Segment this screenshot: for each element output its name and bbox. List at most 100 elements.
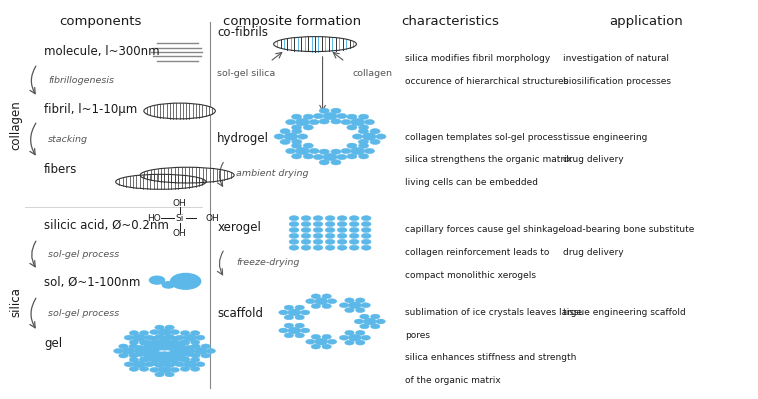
Circle shape — [196, 362, 205, 367]
Circle shape — [143, 344, 156, 351]
Circle shape — [161, 345, 171, 350]
Circle shape — [303, 125, 313, 130]
Circle shape — [149, 361, 158, 366]
Circle shape — [354, 319, 364, 324]
Circle shape — [180, 356, 190, 361]
Circle shape — [175, 362, 185, 367]
Text: freeze-drying: freeze-drying — [236, 258, 299, 267]
Circle shape — [185, 352, 194, 357]
Circle shape — [274, 134, 284, 139]
Circle shape — [180, 331, 190, 336]
Circle shape — [145, 335, 154, 340]
Circle shape — [180, 357, 190, 362]
Text: Si: Si — [175, 214, 183, 223]
Circle shape — [362, 245, 371, 250]
Circle shape — [139, 331, 149, 336]
Circle shape — [119, 353, 128, 358]
Circle shape — [145, 362, 154, 367]
Circle shape — [161, 361, 171, 366]
Circle shape — [313, 221, 323, 227]
Circle shape — [158, 361, 168, 366]
Circle shape — [303, 154, 313, 159]
Text: tissue engineering scaffold: tissue engineering scaffold — [563, 308, 686, 317]
Circle shape — [345, 308, 354, 312]
Circle shape — [292, 125, 302, 130]
Circle shape — [288, 309, 301, 316]
Circle shape — [359, 114, 368, 119]
Text: composite formation: composite formation — [224, 15, 362, 28]
Circle shape — [119, 344, 128, 349]
Circle shape — [305, 339, 315, 344]
Circle shape — [371, 314, 380, 319]
Circle shape — [301, 215, 311, 221]
Circle shape — [347, 154, 357, 159]
Circle shape — [139, 350, 149, 355]
Circle shape — [340, 303, 349, 308]
Circle shape — [300, 310, 310, 315]
Circle shape — [359, 125, 368, 130]
Text: fibers: fibers — [44, 164, 77, 176]
Circle shape — [356, 340, 365, 345]
Circle shape — [164, 356, 173, 361]
Circle shape — [134, 348, 143, 354]
Circle shape — [305, 299, 315, 304]
Circle shape — [360, 324, 369, 329]
Text: investigation of natural: investigation of natural — [563, 54, 669, 63]
Circle shape — [143, 356, 153, 361]
Circle shape — [284, 305, 293, 310]
Text: fibrillogenesis: fibrillogenesis — [48, 76, 114, 85]
Circle shape — [190, 357, 200, 362]
Circle shape — [162, 282, 174, 288]
Circle shape — [322, 344, 331, 349]
Circle shape — [173, 351, 186, 358]
Text: living cells can be embedded: living cells can be embedded — [406, 178, 538, 187]
Text: occurence of hierarchical structures: occurence of hierarchical structures — [406, 77, 568, 86]
Circle shape — [323, 153, 337, 161]
Text: load-bearing bone substitute: load-bearing bone substitute — [563, 225, 695, 234]
Circle shape — [325, 239, 335, 244]
Circle shape — [331, 119, 341, 124]
Circle shape — [280, 128, 290, 134]
Circle shape — [296, 147, 309, 155]
Circle shape — [124, 335, 133, 340]
Circle shape — [300, 328, 310, 333]
Circle shape — [180, 341, 190, 346]
Circle shape — [124, 362, 133, 367]
Circle shape — [191, 344, 200, 349]
Circle shape — [359, 154, 368, 159]
Circle shape — [150, 356, 159, 361]
Circle shape — [331, 160, 341, 165]
Circle shape — [360, 314, 369, 319]
Circle shape — [341, 148, 351, 154]
Circle shape — [347, 114, 357, 119]
Circle shape — [161, 352, 171, 357]
Circle shape — [345, 340, 354, 345]
Circle shape — [337, 245, 347, 250]
Circle shape — [280, 139, 290, 144]
Circle shape — [313, 233, 323, 239]
Circle shape — [311, 334, 321, 339]
Circle shape — [359, 143, 368, 148]
Circle shape — [376, 134, 386, 139]
Circle shape — [362, 133, 376, 140]
Circle shape — [319, 149, 329, 154]
Circle shape — [196, 335, 205, 340]
Circle shape — [143, 351, 156, 358]
Circle shape — [170, 330, 180, 334]
Text: stacking: stacking — [48, 135, 88, 144]
Text: silica: silica — [10, 287, 23, 317]
Circle shape — [155, 345, 164, 350]
Ellipse shape — [116, 174, 206, 189]
Circle shape — [345, 298, 354, 303]
Circle shape — [130, 366, 139, 371]
Circle shape — [164, 345, 174, 350]
Circle shape — [292, 154, 302, 159]
Circle shape — [309, 119, 319, 125]
Circle shape — [130, 340, 139, 345]
Circle shape — [191, 353, 200, 358]
Circle shape — [164, 356, 177, 362]
Text: sol-gel process: sol-gel process — [48, 250, 119, 259]
Circle shape — [284, 315, 293, 320]
Circle shape — [337, 227, 347, 233]
Circle shape — [289, 233, 299, 239]
